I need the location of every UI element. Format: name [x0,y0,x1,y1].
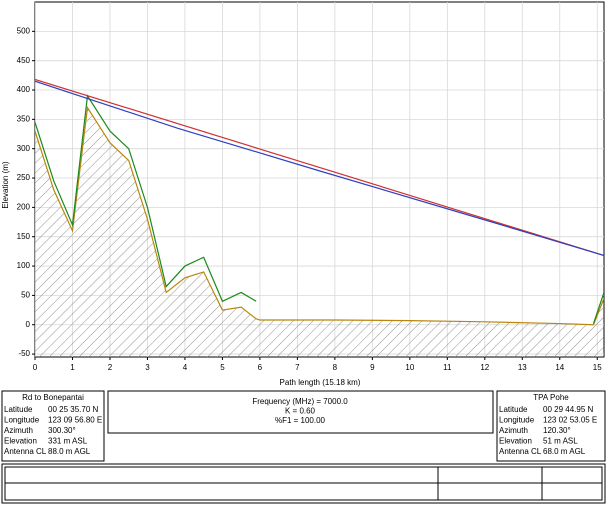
profile-line [35,94,604,324]
x-tick-label: 5 [220,363,225,372]
x-tick-label: 0 [33,363,38,372]
x-tick-label: 3 [145,363,150,372]
y-tick-label: 400 [17,85,31,94]
x-tick-label: 4 [183,363,188,372]
footer-table [1,463,606,504]
terrain-hatch [35,107,604,357]
site-field-label: Azimuth [4,426,33,435]
x-tick-label: 11 [443,363,452,372]
site-field-value: 68.0 m AGL [543,447,586,456]
site-field-value: 300.30° [48,426,76,435]
panels: Rd to Bonepantai Latitude 00 25 35.70 N Lon… [4,393,597,456]
y-axis-title: Elevation (m) [1,161,10,208]
site-field-label: Longitude [4,416,40,425]
link-panel [107,390,494,434]
site-field-value: 331 m ASL [48,437,88,446]
site-field-value: 51 m ASL [543,437,578,446]
site-field-label: Latitude [499,405,528,414]
site-field-label: Latitude [4,405,33,414]
site-field-label: Antenna CL [499,447,542,456]
profile-line [35,78,604,257]
site-field-label: Longitude [499,416,535,425]
x-tick-label: 15 [593,363,602,372]
x-tick-label: 8 [333,363,338,372]
link-param: K = 0.60 [285,407,316,416]
y-tick-label: 350 [17,114,31,123]
y-tick-label: 50 [21,290,30,299]
site-field-value: 00 25 35.70 N [48,405,98,414]
site-name: Rd to Bonepantai [22,393,84,402]
site-field-label: Elevation [499,437,532,446]
site-field-value: 123 02 53.05 E [543,416,597,425]
x-tick-label: 7 [295,363,300,372]
y-tick-label: -50 [18,349,30,358]
x-tick-label: 6 [258,363,263,372]
link-param: Frequency (MHz) = 7000.0 [252,397,348,406]
site-field-value: 123 09 56.80 E [48,416,102,425]
profile-line [35,80,604,257]
site-field-value: 00 29 44.95 N [543,405,593,414]
y-tick-label: 450 [17,56,31,65]
y-tick-label: 300 [17,144,31,153]
x-axis-title: Path length (15.18 km) [280,378,361,387]
x-tick-label: 1 [70,363,75,372]
y-tick-label: 200 [17,202,31,211]
x-tick-label: 13 [518,363,527,372]
site-field-label: Elevation [4,437,37,446]
plot [35,2,604,357]
y-tick-label: 500 [17,26,31,35]
x-tick-label: 12 [480,363,489,372]
x-tick-label: 14 [555,363,564,372]
profile-line [35,105,604,326]
site-field-value: 88.0 m AGL [48,447,91,456]
y-tick-label: 0 [26,320,31,329]
x-tick-label: 10 [405,363,414,372]
site-field-label: Azimuth [499,426,528,435]
y-tick-label: 150 [17,232,31,241]
x-tick-label: 2 [108,363,113,372]
site-field-label: Antenna CL [4,447,47,456]
y-tick-label: 250 [17,173,31,182]
site-field-value: 120.30° [543,426,571,435]
y-tick-label: 100 [17,261,31,270]
x-tick-label: 9 [370,363,375,372]
site-name: TPA Pohe [533,393,569,402]
site-panel [496,390,606,462]
site-panel [1,390,105,462]
link-param: %F1 = 100.00 [275,416,326,425]
